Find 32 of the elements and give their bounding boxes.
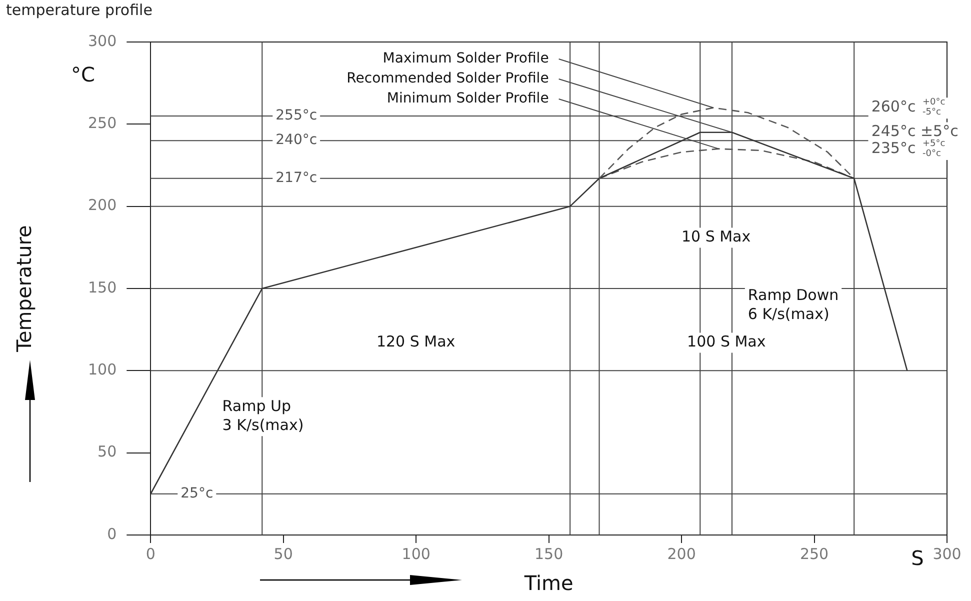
annotation: 10 S Max	[681, 228, 751, 246]
x-tick-label: 200	[667, 544, 696, 563]
y-tick-label: 50	[98, 442, 117, 461]
chart-title: temperature profile	[6, 1, 152, 19]
y-tick-label: 200	[88, 196, 117, 214]
annotation: 245°c ±5°c	[871, 122, 958, 140]
x-tick-label: 0	[146, 544, 156, 563]
y-tick-label: 150	[88, 278, 117, 296]
x-axis-title: Time	[523, 571, 574, 596]
text: S	[911, 546, 924, 570]
ref-line-label: 240°c	[276, 132, 318, 148]
annotation: Ramp Up 3 K/s(max)	[222, 397, 304, 434]
ref-line-label: 25°c	[180, 486, 214, 502]
x-tick-label: 250	[800, 544, 829, 563]
y-tick-label: 300	[88, 32, 117, 50]
annotation: Ramp Down 6 K/s(max)	[748, 286, 839, 324]
annotation: 100 S Max	[687, 332, 766, 351]
text: Minimum Solder Profile	[386, 90, 549, 107]
y-tick-label: 100	[88, 360, 117, 379]
ref-line-label: 217°c	[276, 170, 318, 186]
x-tick-label: 150	[534, 544, 564, 563]
text: Maximum Solder Profile	[382, 50, 549, 67]
y-tick-label: 250	[88, 114, 117, 132]
x-tick-label: 50	[274, 544, 293, 563]
y-tick-label: 0	[107, 524, 117, 543]
ref-line-label: 255°c	[276, 108, 318, 124]
x-tick-label: 300	[932, 544, 962, 563]
y-axis-title: Temperature	[12, 225, 36, 353]
text: °C	[70, 62, 95, 87]
text: Recommended Solder Profile	[346, 70, 549, 87]
annotation: 120 S Max	[376, 332, 456, 351]
x-tick-label: 100	[402, 544, 430, 563]
